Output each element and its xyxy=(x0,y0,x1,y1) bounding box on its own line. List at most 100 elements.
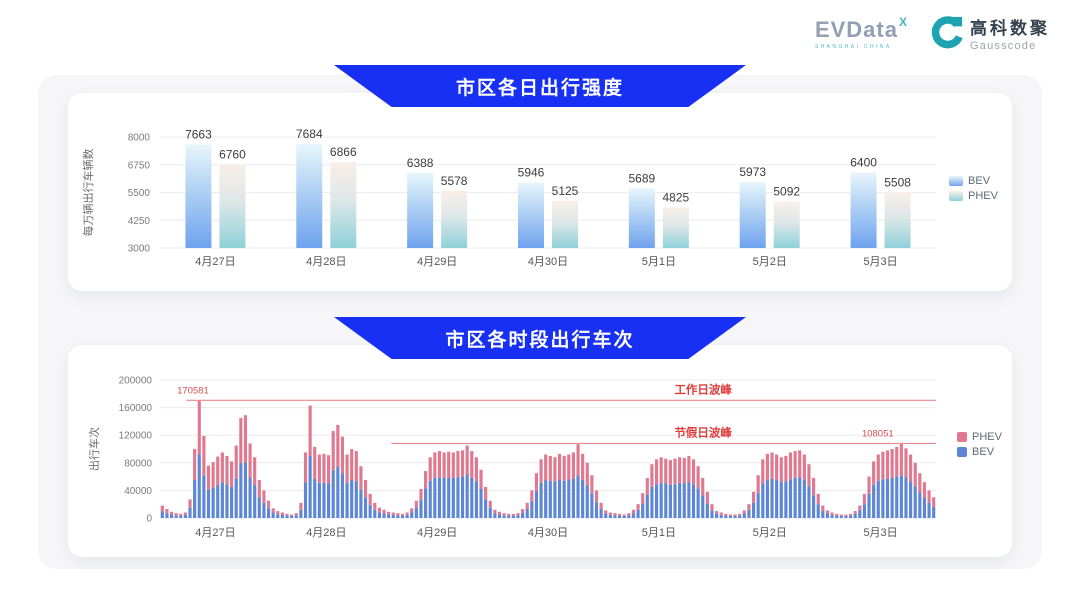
stack-bar-bev xyxy=(188,507,192,518)
stack-bar-phev xyxy=(765,453,769,481)
stack-bar-bev xyxy=(830,514,834,518)
stack-bar-bev xyxy=(885,478,890,518)
stack-bar-bev xyxy=(895,476,899,518)
stack-bar-phev xyxy=(927,490,931,503)
stack-bar-bev xyxy=(932,506,936,518)
stack-bar-phev xyxy=(581,453,585,481)
stack-bar-phev xyxy=(738,513,742,516)
workday-peak-label: 工作日波峰 xyxy=(674,382,732,396)
stack-bar-bev xyxy=(927,502,931,518)
stack-bar-bev xyxy=(525,509,529,518)
stack-bar-phev xyxy=(336,424,340,467)
stack-bar-phev xyxy=(488,500,492,508)
stack-bar-phev xyxy=(234,445,238,479)
stack-bar-bev xyxy=(835,515,839,518)
legend-item-phev[interactable]: PHEV xyxy=(949,190,998,202)
x-category-label: 5月1日 xyxy=(642,256,676,268)
stack-bar-bev xyxy=(460,476,465,518)
stack-bar-bev xyxy=(230,486,234,518)
stack-bar-phev xyxy=(756,475,760,494)
gausscode-logo-text: 高科数聚 Gausscode xyxy=(970,14,1050,52)
stack-bar-bev xyxy=(363,497,368,518)
y-tick-label: 8000 xyxy=(128,133,151,144)
legend-item-bev-2[interactable]: BEV xyxy=(957,446,1002,458)
stack-bar-phev xyxy=(821,505,825,512)
stack-bar-bev xyxy=(654,484,659,518)
stack-bar-phev xyxy=(410,508,414,513)
stack-bar-phev xyxy=(691,459,696,485)
stack-bar-bev xyxy=(751,502,756,518)
gausscode-icon xyxy=(929,16,963,50)
stack-bar-bev xyxy=(507,515,511,518)
stack-bar-bev xyxy=(174,515,178,518)
stack-bar-phev xyxy=(867,476,871,494)
stack-bar-bev xyxy=(511,515,515,518)
legend-item-bev[interactable]: BEV xyxy=(949,175,998,187)
stack-bar-phev xyxy=(169,511,174,515)
stack-bar-bev xyxy=(160,511,164,518)
stack-bar-bev xyxy=(627,515,631,518)
stack-bar-phev xyxy=(830,512,834,515)
bar-bev xyxy=(850,172,877,248)
stack-bar-phev xyxy=(419,489,423,501)
stack-bar-phev xyxy=(876,454,880,481)
stack-bar-phev xyxy=(202,435,206,476)
bev-value-label: 5689 xyxy=(629,171,656,185)
stack-bar-bev xyxy=(497,514,502,518)
stack-bar-bev xyxy=(890,477,894,518)
stack-bar-bev xyxy=(858,510,862,518)
stack-bar-bev xyxy=(557,479,562,518)
header: EVData X SHANGHAI CHINA 高科数聚 Gausscode xyxy=(815,14,1050,53)
stack-bar-phev xyxy=(576,444,580,476)
stack-bar-bev xyxy=(470,477,474,518)
stack-bar-phev xyxy=(405,512,409,515)
stack-bar-bev xyxy=(918,492,922,518)
stack-bar-bev xyxy=(169,514,174,518)
stack-bar-bev xyxy=(581,480,585,518)
stack-bar-phev xyxy=(354,451,358,482)
stack-bar-phev xyxy=(391,512,395,515)
stack-bar-bev xyxy=(724,515,728,518)
x-category-label: 5月3日 xyxy=(863,256,897,268)
bev-value-label: 5973 xyxy=(739,165,766,179)
gausscode-name-en: Gausscode xyxy=(970,40,1037,52)
stack-bar-phev xyxy=(673,458,677,485)
y-axis-title: 出行车次 xyxy=(87,427,101,471)
stack-bar-phev xyxy=(350,449,354,481)
stack-bar-phev xyxy=(872,461,876,485)
stack-bar-bev xyxy=(387,514,391,518)
stack-bar-phev xyxy=(802,454,806,481)
stack-bar-bev xyxy=(442,477,446,518)
stack-bar-bev xyxy=(742,513,746,518)
stack-bar-bev xyxy=(488,507,492,518)
stack-bar-phev xyxy=(751,491,756,503)
stack-bar-bev xyxy=(576,475,580,518)
stack-bar-bev xyxy=(701,495,705,518)
stack-bar-phev xyxy=(733,514,737,516)
stack-bar-bev xyxy=(193,480,197,518)
stack-bar-phev xyxy=(322,453,326,483)
stack-bar-phev xyxy=(613,513,617,516)
stack-bar-bev xyxy=(428,480,432,518)
stack-bar-bev xyxy=(206,489,211,518)
x-category-label: 4月30日 xyxy=(528,527,568,539)
stack-bar-bev xyxy=(687,482,691,518)
stack-bar-bev xyxy=(775,480,779,518)
stack-bar-phev xyxy=(437,451,442,478)
stack-bar-bev xyxy=(798,477,802,518)
stack-bar-phev xyxy=(239,417,243,464)
phev-swatch-icon xyxy=(957,432,968,442)
stack-bar-phev xyxy=(257,480,261,498)
evdata-logo-sup: X xyxy=(898,14,907,29)
stack-bar-bev xyxy=(262,502,266,518)
stack-bar-phev xyxy=(724,513,728,516)
stack-bar-bev xyxy=(493,513,497,518)
stack-bar-bev xyxy=(382,513,386,518)
stack-bar-bev xyxy=(276,514,280,518)
stack-bar-bev xyxy=(345,482,349,518)
dashboard-panel: 市区各日出行强度 3000 4250 5500 6750 8000 每万辆出行车辆数 766… xyxy=(38,65,1042,569)
stack-bar-bev xyxy=(248,477,252,518)
stack-bar-phev xyxy=(294,513,298,516)
stack-bar-phev xyxy=(604,510,608,514)
legend-item-phev-2[interactable]: PHEV xyxy=(957,431,1002,443)
